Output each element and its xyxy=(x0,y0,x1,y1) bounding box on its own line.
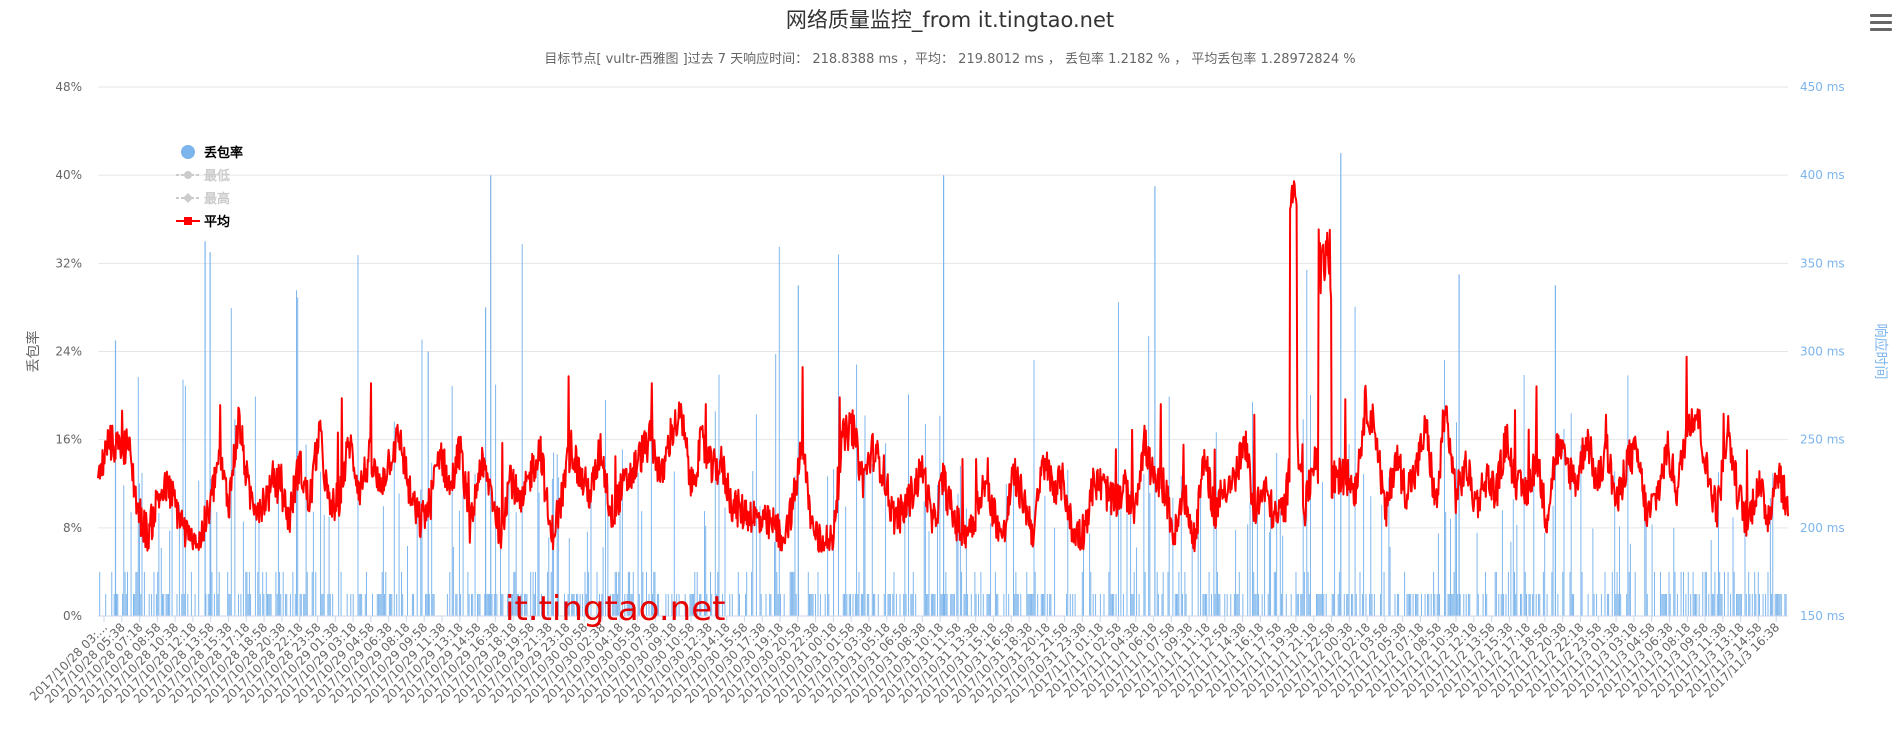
legend-label: 平均 xyxy=(204,215,231,230)
right-axis-tick: 250 ms xyxy=(1800,433,1845,447)
legend-diamond-line-icon xyxy=(176,190,200,206)
legend-square-line-icon xyxy=(176,213,200,229)
legend: 丢包率 最低 最高 平均 xyxy=(176,140,243,232)
legend-circle-line-icon xyxy=(176,167,200,183)
right-axis-tick: 300 ms xyxy=(1800,345,1845,359)
avg-line xyxy=(97,180,1789,553)
legend-circle-icon xyxy=(176,144,200,160)
legend-item-max[interactable]: 最高 xyxy=(176,186,243,209)
hamburger-icon-bar xyxy=(1870,14,1892,17)
axes: 0% 150 ms 8% 200 ms 16% 250 ms 24% 300 ms 32% 350… xyxy=(25,80,1889,706)
left-axis-tick: 0% xyxy=(63,609,82,623)
left-axis-tick: 32% xyxy=(55,256,82,270)
legend-item-avg[interactable]: 平均 xyxy=(176,209,243,232)
left-axis-title: 丢包率 xyxy=(25,331,42,373)
legend-label: 最低 xyxy=(204,169,231,184)
left-axis-tick: 48% xyxy=(55,80,82,94)
chart-subtitle: 目标节点[ vultr-西雅图 ]过去 7 天响应时间： 218.8388 ms… xyxy=(544,52,1356,67)
legend-item-min[interactable]: 最低 xyxy=(176,163,243,186)
loss-series xyxy=(99,153,1787,616)
legend-label: 丢包率 xyxy=(204,146,244,161)
legend-item-loss[interactable]: 丢包率 xyxy=(176,140,243,163)
hamburger-icon-bar xyxy=(1870,21,1892,24)
right-axis-tick: 350 ms xyxy=(1800,256,1845,270)
left-axis-tick: 8% xyxy=(63,521,82,535)
left-axis-tick: 40% xyxy=(55,168,82,182)
right-axis-tick: 400 ms xyxy=(1800,168,1845,182)
left-axis-tick: 16% xyxy=(55,433,82,447)
chart-title: 网络质量监控_from it.tingtao.net xyxy=(785,8,1115,32)
export-menu-button[interactable] xyxy=(1870,14,1892,34)
left-axis-tick: 24% xyxy=(55,345,82,359)
hamburger-icon-bar xyxy=(1870,28,1892,31)
right-axis-tick: 200 ms xyxy=(1800,521,1845,535)
right-axis-tick: 450 ms xyxy=(1800,80,1845,94)
legend-label: 最高 xyxy=(204,192,231,207)
loss-bars xyxy=(99,153,1787,616)
watermark: it.tingtao.net xyxy=(505,589,725,629)
avg-series xyxy=(97,180,1789,553)
right-axis-tick: 150 ms xyxy=(1800,609,1845,623)
right-axis-title: 响应时间 xyxy=(1872,324,1889,380)
